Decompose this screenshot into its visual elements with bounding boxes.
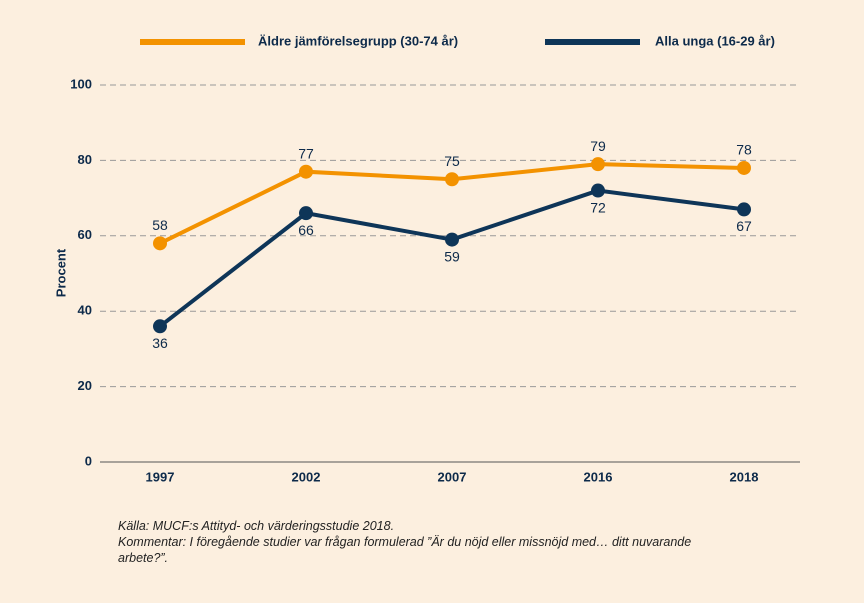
notes: Källa: MUCF:s Attityd- och värderingsstu… [118, 518, 738, 566]
data-point [591, 183, 605, 198]
y-tick-label: 40 [78, 303, 92, 318]
data-label: 36 [152, 335, 168, 351]
y-tick-label: 0 [85, 453, 92, 468]
legend-label: Äldre jämförelsegrupp (30-74 år) [258, 33, 458, 48]
x-tick-label: 2007 [438, 469, 467, 484]
y-axis-label: Procent [53, 248, 68, 297]
data-point [299, 164, 313, 179]
data-point [153, 319, 167, 334]
data-label: 78 [736, 142, 752, 158]
data-point [591, 157, 605, 172]
chart: Procent 0 20 40 60 80 100 1997 2002 2007 2016 2018… [53, 33, 800, 484]
y-tick-label: 80 [78, 152, 92, 167]
x-tick-label: 2016 [584, 469, 613, 484]
source: Källa: MUCF:s Attityd- och värderingsstu… [118, 519, 395, 533]
data-point [445, 232, 459, 247]
data-label: 66 [298, 222, 314, 238]
data-point [737, 202, 751, 217]
data-label: 72 [590, 199, 606, 215]
y-tick-label: 20 [78, 378, 92, 393]
x-tick-label: 2002 [292, 469, 321, 484]
y-tick-label: 60 [78, 227, 92, 242]
y-tick-label: 100 [70, 76, 92, 91]
x-tick-label: 2018 [730, 469, 759, 484]
data-label: 59 [444, 248, 460, 264]
data-point [153, 236, 167, 251]
data-label: 58 [152, 217, 168, 233]
data-point [737, 160, 751, 175]
data-label: 75 [444, 153, 460, 169]
data-point [299, 206, 313, 221]
data-label: 77 [298, 145, 314, 161]
data-point [445, 172, 459, 187]
data-label: 67 [736, 218, 752, 234]
legend-label: Alla unga (16-29 år) [655, 33, 775, 48]
comment: Kommentar: I föregående studier var fråg… [118, 535, 692, 565]
x-tick-label: 1997 [146, 469, 175, 484]
data-label: 79 [590, 138, 606, 154]
